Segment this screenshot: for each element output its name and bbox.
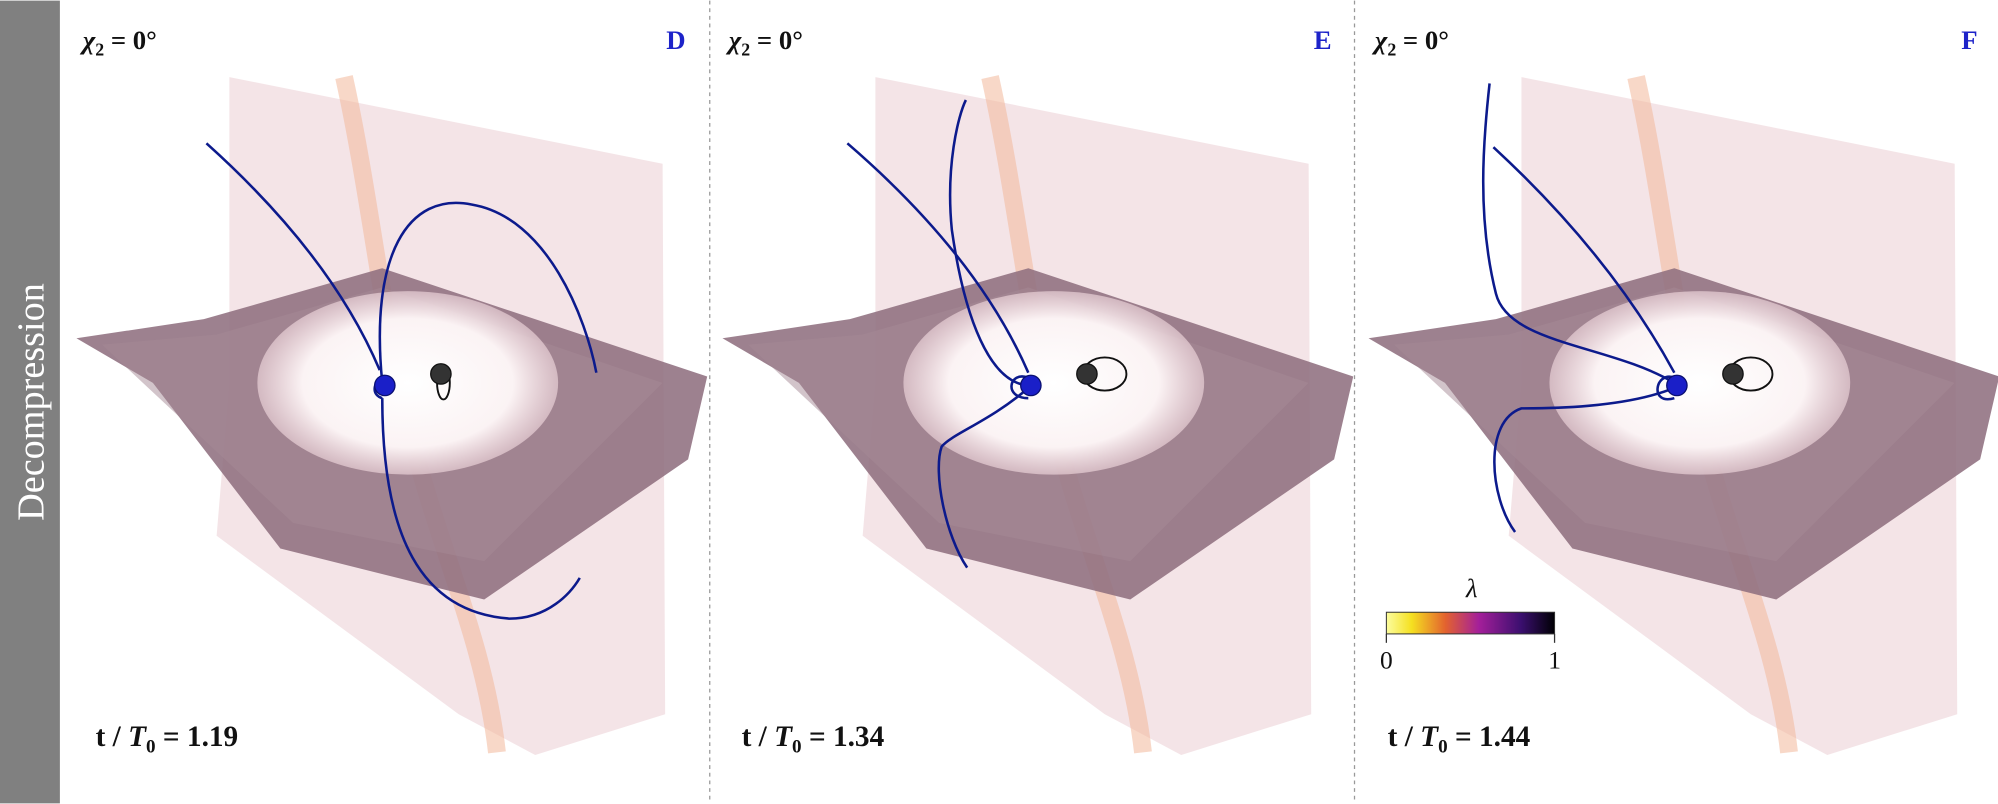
panel: χ2 = 0° Dt / T0 = 1.19 — [76, 25, 708, 757]
orbit-trajectory — [937, 387, 1030, 569]
colorbar — [1385, 611, 1556, 635]
time-value: 1.34 — [833, 721, 885, 753]
black-hole-primary — [1666, 374, 1688, 397]
time-subscript: 0 — [146, 736, 156, 757]
time-label: t / T0 = 1.44 — [1388, 721, 1531, 757]
orbit-trajectory — [948, 99, 1029, 387]
spin-value: = 0° — [750, 25, 803, 55]
spin-label: χ2 = 0° — [79, 25, 157, 59]
orbit-trajectory — [205, 142, 381, 371]
side-label: Decompression — [10, 283, 52, 521]
panel-letter: E — [1314, 25, 1332, 55]
time-equals: = — [156, 721, 187, 753]
orbit-trajectory — [1656, 375, 1675, 401]
time-prefix: t / — [96, 721, 129, 753]
time-value: 1.44 — [1479, 721, 1531, 753]
time-prefix: t / — [1388, 721, 1421, 753]
spin-subscript: 2 — [741, 39, 750, 59]
spin-value: = 0° — [1396, 25, 1449, 55]
time-subscript: 0 — [792, 736, 802, 757]
time-value: 1.19 — [187, 721, 238, 753]
colorbar-tick-label: 0 — [1380, 645, 1393, 674]
panel-letter: D — [666, 25, 685, 55]
panel: χ2 = 0° Et / T0 = 1.34 — [722, 25, 1354, 757]
spin-symbol: χ — [1371, 25, 1388, 55]
central-blob — [903, 291, 1205, 475]
spin-symbol: χ — [79, 25, 96, 55]
colorbar-label: λ — [1465, 573, 1478, 603]
side-bar — [0, 0, 60, 804]
central-blob — [1549, 291, 1851, 475]
orbit-trajectory — [1010, 375, 1029, 400]
spin-symbol: χ — [725, 25, 742, 55]
black-hole-secondary — [430, 363, 452, 385]
spin-subscript: 2 — [95, 39, 104, 59]
black-hole-secondary — [1076, 363, 1098, 385]
time-label: t / T0 = 1.34 — [742, 721, 885, 757]
orbit-trajectory — [380, 398, 581, 620]
orbit-trajectory — [1492, 146, 1676, 374]
orbit-trajectory — [1481, 83, 1675, 384]
colorbar-tick-label: 1 — [1548, 645, 1561, 674]
time-prefix: t / — [742, 721, 775, 753]
black-hole-primary — [373, 374, 396, 397]
black-hole-secondary — [1722, 363, 1744, 385]
central-blob — [257, 291, 559, 475]
orbit-trajectory — [846, 142, 1030, 374]
spin-value: = 0° — [104, 25, 157, 55]
spin-label: χ2 = 0° — [725, 25, 803, 59]
spin-subscript: 2 — [1387, 39, 1396, 59]
time-equals: = — [802, 721, 833, 753]
panel-letter: F — [1961, 25, 1977, 55]
time-symbol: T — [774, 721, 793, 753]
time-symbol: T — [128, 721, 147, 753]
time-equals: = — [1448, 721, 1479, 753]
time-label: t / T0 = 1.19 — [96, 721, 239, 757]
panel: χ2 = 0° Ft / T0 = 1.44 — [1368, 25, 1998, 757]
black-hole-primary — [1020, 374, 1042, 397]
spin-label: χ2 = 0° — [1371, 25, 1449, 59]
time-symbol: T — [1420, 721, 1439, 753]
orbit-trajectory — [1493, 386, 1675, 533]
orbit-trajectory — [378, 201, 598, 384]
time-subscript: 0 — [1438, 736, 1448, 757]
